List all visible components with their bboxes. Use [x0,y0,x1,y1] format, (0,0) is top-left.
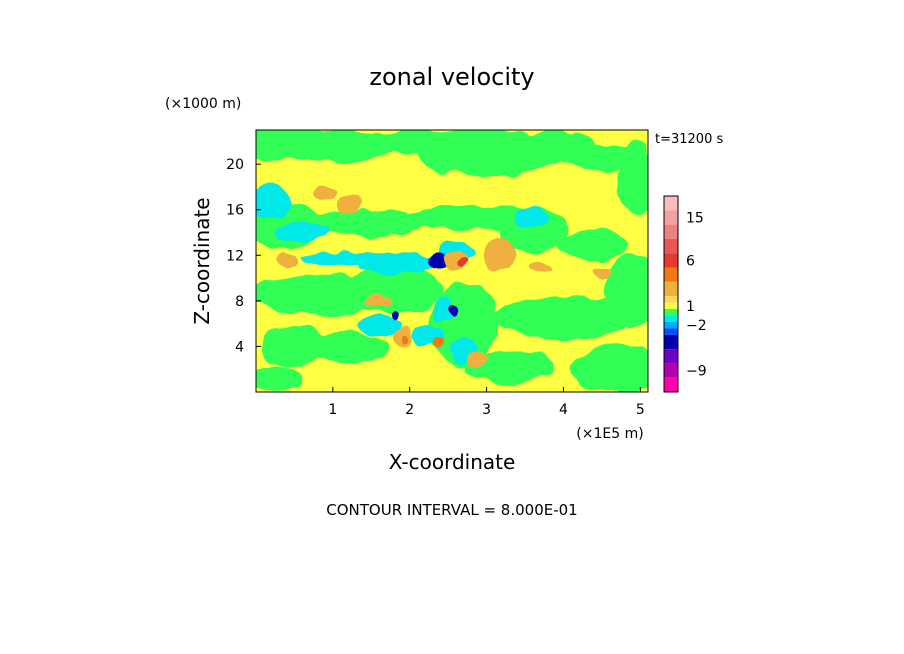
y-tick-label: 20 [226,157,244,173]
field-region-20 [256,365,303,391]
colorbar-band [664,281,678,297]
colorbar-frame [663,195,679,393]
colorbar-tick-label: 1 [686,299,695,315]
colorbar-tick-label: 6 [686,253,695,269]
y-axis-ticks: 4 8 12 16 20 [226,157,261,355]
field-region-22 [256,184,295,217]
plot-area [255,129,649,393]
x-tick-label: 4 [559,402,568,418]
colorbar-tick-label: −9 [686,364,707,380]
field-region-27 [517,207,549,231]
x-tick-label: 3 [482,402,491,418]
time-label: t=31200 s [655,132,723,147]
field-region-28 [355,316,403,336]
colorbar-band [664,210,678,225]
colorbar-tick-label: −2 [686,318,707,334]
colorbar-band [664,328,678,335]
chart-title: zonal velocity [369,63,534,91]
field-region-31 [432,297,456,323]
colorbar-band [664,224,678,239]
velocity-field [256,130,648,392]
colorbar-band [664,377,678,392]
field-region-1 [263,130,403,162]
colorbar-labels: 15 6 1 −2 −9 [686,210,707,379]
field-region-43 [275,254,299,268]
x-axis-label: X-coordinate [389,450,516,474]
y-unit-label: (×1000 m) [165,96,241,112]
field-region-42 [336,196,360,213]
field-region-21 [309,332,387,365]
field-region-39 [528,261,552,273]
field-region-48 [467,352,491,369]
field-region-6 [617,144,648,218]
colorbar-band [664,238,678,254]
field-region-40 [592,266,612,279]
field-region-10 [498,208,568,252]
colorbar-band [664,267,678,282]
colorbar [663,195,679,393]
field-region-35 [452,303,460,315]
field-region-34 [390,311,399,321]
y-tick-label: 12 [226,248,244,264]
x-tick-label: 5 [636,402,645,418]
colorbar-band [664,363,678,378]
plot-frame [255,129,649,393]
colorbar-band [664,253,678,268]
field-region-38 [481,235,516,271]
field-region-24 [302,250,379,265]
field-region-29 [413,324,445,346]
field-region-44 [365,294,393,308]
y-tick-label: 4 [235,339,244,355]
colorbar-band [664,302,678,310]
y-tick-label: 16 [226,203,244,219]
y-tick-label: 8 [235,294,244,310]
field-region-41 [313,185,337,200]
field-region-18 [256,274,387,314]
colorbar-band [664,349,678,364]
field-region-23 [275,222,330,243]
field-region-13 [494,296,633,340]
x-axis-ticks: 1 2 3 4 5 [328,387,645,418]
field-region-11 [559,227,629,260]
field-region-46 [402,333,410,344]
x-tick-label: 1 [328,402,337,418]
contour-interval-label: CONTOUR INTERVAL = 8.000E-01 [326,501,577,519]
colorbar-band [664,334,678,350]
field-region-25 [359,253,437,274]
field-region-47 [435,338,446,350]
colorbar-band [664,296,678,303]
colorbar-band [664,309,678,316]
field-region-37 [458,258,472,268]
colorbar-band [664,315,678,322]
field-region-33 [427,253,446,269]
field-region-14 [571,345,648,392]
colorbar-band [664,321,678,329]
colorbar-tick-label: 15 [686,210,704,226]
colorbar-band [664,196,678,211]
x-tick-label: 2 [405,402,414,418]
y-axis-label: Z-coordinate [190,197,214,324]
field-region-8 [302,208,426,239]
field-region-45 [390,328,414,347]
x-unit-label: (×1E5 m) [576,426,643,442]
field-region-19 [259,325,330,367]
